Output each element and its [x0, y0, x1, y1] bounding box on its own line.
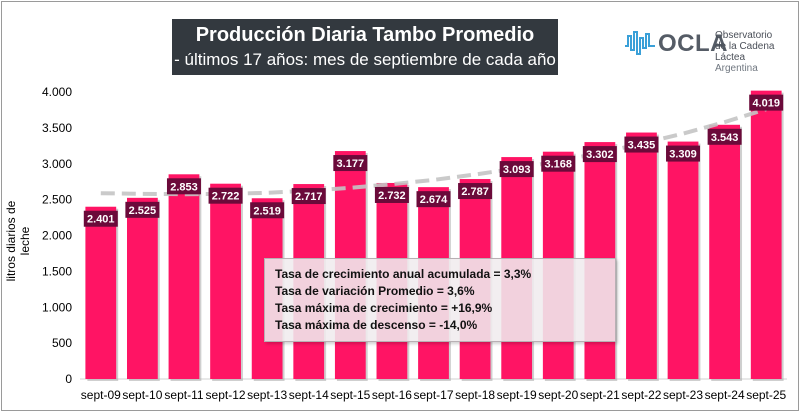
waveform-icon: [625, 31, 655, 55]
data-label-bg: [250, 202, 285, 219]
x-tick-label: sept-22: [621, 388, 661, 402]
x-tick-label: sept-12: [206, 388, 246, 402]
data-label-group: 2.401 2.525 2.853 2.722 2.519 2.717 3.177 2.732…: [83, 94, 784, 227]
x-tick-label: sept-24: [705, 388, 745, 402]
y-tick-label: 2.500: [42, 193, 72, 207]
data-label-bg: [83, 210, 118, 227]
bar: [168, 174, 200, 379]
data-label: 3.543: [711, 132, 739, 144]
data-label-bg: [749, 94, 784, 111]
bar: [626, 132, 657, 379]
data-label: 2.717: [295, 191, 323, 203]
data-label-bg: [458, 183, 493, 200]
stat-line: Tasa de variación Promedio = 3,6%: [275, 284, 475, 298]
y-tick-label: 1.500: [42, 264, 72, 278]
x-tick-label: sept-17: [413, 388, 453, 402]
ocla-logo: OCLA Observatorio de la Cadena Láctea Ar…: [624, 26, 794, 74]
y-tick-label: 3.500: [42, 121, 72, 135]
logo-caption-line: Observatorio: [715, 30, 773, 41]
data-label: 2.674: [420, 194, 448, 206]
stat-line: Tasa máxima de crecimiento = +16,9%: [275, 301, 493, 315]
logo-word: OCLA: [658, 30, 728, 57]
chart-subtitle: - últimos 17 años: mes de septiembre de …: [174, 50, 556, 91]
stats-box: Tasa de crecimiento anual acumulada = 3,…: [264, 258, 616, 342]
x-tick-label: sept-10: [122, 388, 162, 402]
chart-title: Producción Diaria Tambo Promedio: [195, 24, 535, 46]
data-label-bg: [125, 201, 160, 218]
bar: [750, 90, 782, 379]
x-tick-label: sept-14: [289, 388, 329, 402]
data-label-bg: [333, 155, 368, 172]
y-tick-label: 3.000: [42, 157, 72, 171]
bar: [126, 197, 158, 379]
data-label-bg: [707, 128, 742, 145]
data-label-bg: [666, 145, 701, 162]
data-label: 3.093: [503, 164, 531, 176]
data-label: 3.309: [669, 149, 697, 161]
data-label: 2.787: [461, 186, 489, 198]
x-tick-label: sept-19: [497, 388, 537, 402]
bar: [667, 141, 699, 379]
data-label-bg: [541, 155, 576, 172]
data-label: 2.525: [129, 205, 157, 217]
x-tick-label: sept-20: [538, 388, 578, 402]
data-label: 2.732: [378, 190, 406, 202]
x-tick-label: sept-25: [746, 388, 786, 402]
x-tick-label: sept-23: [663, 388, 703, 402]
y-tick-label: 500: [52, 336, 72, 350]
y-axis-label: litros diarios de leche: [4, 200, 32, 282]
data-label: 2.853: [170, 181, 198, 193]
chart-title-box: Producción Diaria Tambo Promedio - últim…: [172, 19, 558, 91]
data-label-bg: [416, 191, 451, 208]
data-label-bg: [291, 188, 326, 205]
data-label-bg: [499, 161, 534, 178]
data-label: 3.435: [628, 140, 656, 152]
data-label-bg: [374, 186, 409, 203]
stat-line: Tasa de crecimiento anual acumulada = 3,…: [275, 267, 532, 281]
bar: [210, 183, 241, 379]
x-tick-label: sept-16: [372, 388, 412, 402]
y-tick-label: 0: [65, 372, 72, 386]
logo-caption: Observatorio de la Cadena Láctea Argenti…: [715, 30, 794, 74]
x-tick-label: sept-21: [580, 388, 620, 402]
x-axis: sept-09 sept-10 sept-11 sept-12 sept-13 sept-…: [81, 388, 787, 402]
data-label-bg: [624, 136, 659, 153]
data-label: 3.168: [544, 159, 572, 171]
data-label-bg: [582, 146, 617, 163]
x-tick-label: sept-13: [247, 388, 287, 402]
x-tick-label: sept-09: [81, 388, 121, 402]
logo-caption-line: de la Cadena Láctea: [715, 41, 775, 63]
data-label: 2.401: [87, 214, 115, 226]
data-label: 2.722: [212, 191, 240, 203]
y-tick-label: 4.000: [42, 85, 72, 99]
bar: [709, 124, 741, 379]
y-tick-label: 2.000: [42, 229, 72, 243]
logo-caption-line: Argentina: [715, 63, 758, 74]
x-tick-label: sept-18: [455, 388, 495, 402]
stat-line: Tasa máxima de descenso = -14,0%: [275, 318, 478, 332]
y-tick-label: 1.000: [42, 300, 72, 314]
data-label-bg: [208, 187, 243, 204]
x-tick-label: sept-11: [164, 388, 203, 402]
data-label: 3.177: [337, 158, 365, 170]
data-label: 4.019: [752, 98, 780, 110]
data-label: 3.302: [586, 149, 614, 161]
x-tick-label: sept-15: [330, 388, 370, 402]
data-label: 2.519: [253, 205, 281, 217]
bar: [85, 206, 117, 379]
data-label-bg: [166, 178, 201, 195]
